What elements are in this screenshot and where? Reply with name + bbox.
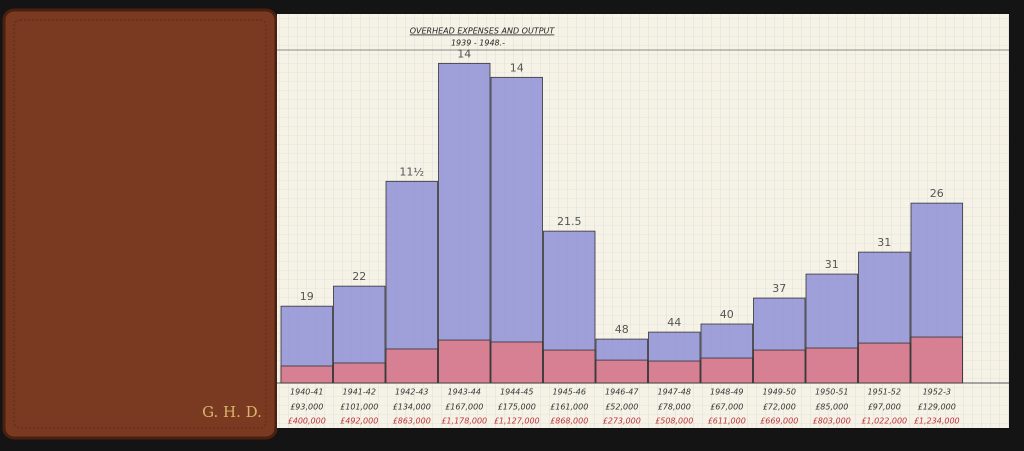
x-tick-label: 1952-3 xyxy=(923,388,951,397)
expense-label: £101,000 xyxy=(340,403,378,412)
cover-label: G. H. D. xyxy=(202,403,262,421)
bar-top-label: 14 xyxy=(510,61,524,74)
expense-label: £85,000 xyxy=(815,403,848,412)
bar-top-label: 21.5 xyxy=(557,215,582,228)
expense-label: £72,000 xyxy=(763,403,796,412)
output-label: £400,000 xyxy=(288,417,326,426)
overhead-bar xyxy=(910,336,963,384)
overhead-bar xyxy=(333,362,386,384)
output-bar xyxy=(490,76,543,384)
bar-top-label: 14 xyxy=(457,47,471,60)
overhead-bar xyxy=(858,342,911,384)
chart-subtitle: 1939 - 1948.- xyxy=(451,39,505,48)
output-bar xyxy=(438,62,491,384)
x-tick-label: 1947-48 xyxy=(658,388,691,397)
overhead-bar xyxy=(700,357,753,384)
overhead-bar xyxy=(805,347,858,384)
expense-label: £97,000 xyxy=(868,403,901,412)
output-label: £1,022,000 xyxy=(861,417,907,426)
x-tick-label: 1942-43 xyxy=(395,388,428,397)
x-tick-label: 1945-46 xyxy=(553,388,586,397)
x-tick-label: 1941-42 xyxy=(343,388,376,397)
x-tick-label: 1944-45 xyxy=(500,388,533,397)
output-label: £508,000 xyxy=(655,417,693,426)
expense-label: £167,000 xyxy=(445,403,483,412)
x-tick-label: 1940-41 xyxy=(290,388,323,397)
bar-top-label: 40 xyxy=(720,308,734,321)
bar-top-label: 11½ xyxy=(399,165,424,178)
overhead-bar xyxy=(490,341,543,384)
overhead-bar xyxy=(438,339,491,384)
x-tick-label: 1950-51 xyxy=(815,388,848,397)
expense-label: £93,000 xyxy=(290,403,323,412)
chart-title: OVERHEAD EXPENSES AND OUTPUT xyxy=(410,27,556,36)
output-label: £492,000 xyxy=(340,417,378,426)
bar-top-label: 26 xyxy=(930,187,944,200)
x-tick-label: 1949-50 xyxy=(763,388,796,397)
x-tick-label: 1943-44 xyxy=(448,388,481,397)
bar-top-label: 19 xyxy=(300,290,314,303)
overhead-bar xyxy=(543,349,596,384)
x-tick-label: 1946-47 xyxy=(605,388,639,397)
overhead-bar xyxy=(595,359,648,384)
expense-label: £78,000 xyxy=(658,403,691,412)
x-tick-label: 1951-52 xyxy=(868,388,901,397)
overhead-bar xyxy=(648,360,701,384)
output-label: £1,178,000 xyxy=(441,417,487,426)
expense-label: £67,000 xyxy=(710,403,743,412)
output-label: £863,000 xyxy=(393,417,431,426)
expense-label: £175,000 xyxy=(498,403,536,412)
overhead-bar xyxy=(385,348,438,384)
expense-label: £129,000 xyxy=(918,403,956,412)
expense-label: £161,000 xyxy=(550,403,588,412)
bar-top-label: 22 xyxy=(352,270,366,283)
expense-label: £134,000 xyxy=(393,403,431,412)
folder-stitching xyxy=(13,19,267,429)
output-label: £611,000 xyxy=(708,417,746,426)
output-label: £1,127,000 xyxy=(494,417,540,426)
bar-top-label: 44 xyxy=(667,316,681,329)
bar-top-label: 48 xyxy=(615,323,629,336)
output-label: £1,234,000 xyxy=(914,417,960,426)
overhead-bar xyxy=(753,349,806,384)
overhead-bar xyxy=(280,365,333,384)
folder-cover xyxy=(2,8,278,440)
output-label: £273,000 xyxy=(603,417,641,426)
bar-top-label: 37 xyxy=(772,282,786,295)
x-tick-label: 1948-49 xyxy=(710,388,743,397)
output-label: £803,000 xyxy=(813,417,851,426)
bar-top-label: 31 xyxy=(825,258,839,271)
bar-top-label: 31 xyxy=(877,236,891,249)
output-label: £669,000 xyxy=(760,417,798,426)
expense-label: £52,000 xyxy=(605,403,638,412)
output-label: £868,000 xyxy=(550,417,588,426)
